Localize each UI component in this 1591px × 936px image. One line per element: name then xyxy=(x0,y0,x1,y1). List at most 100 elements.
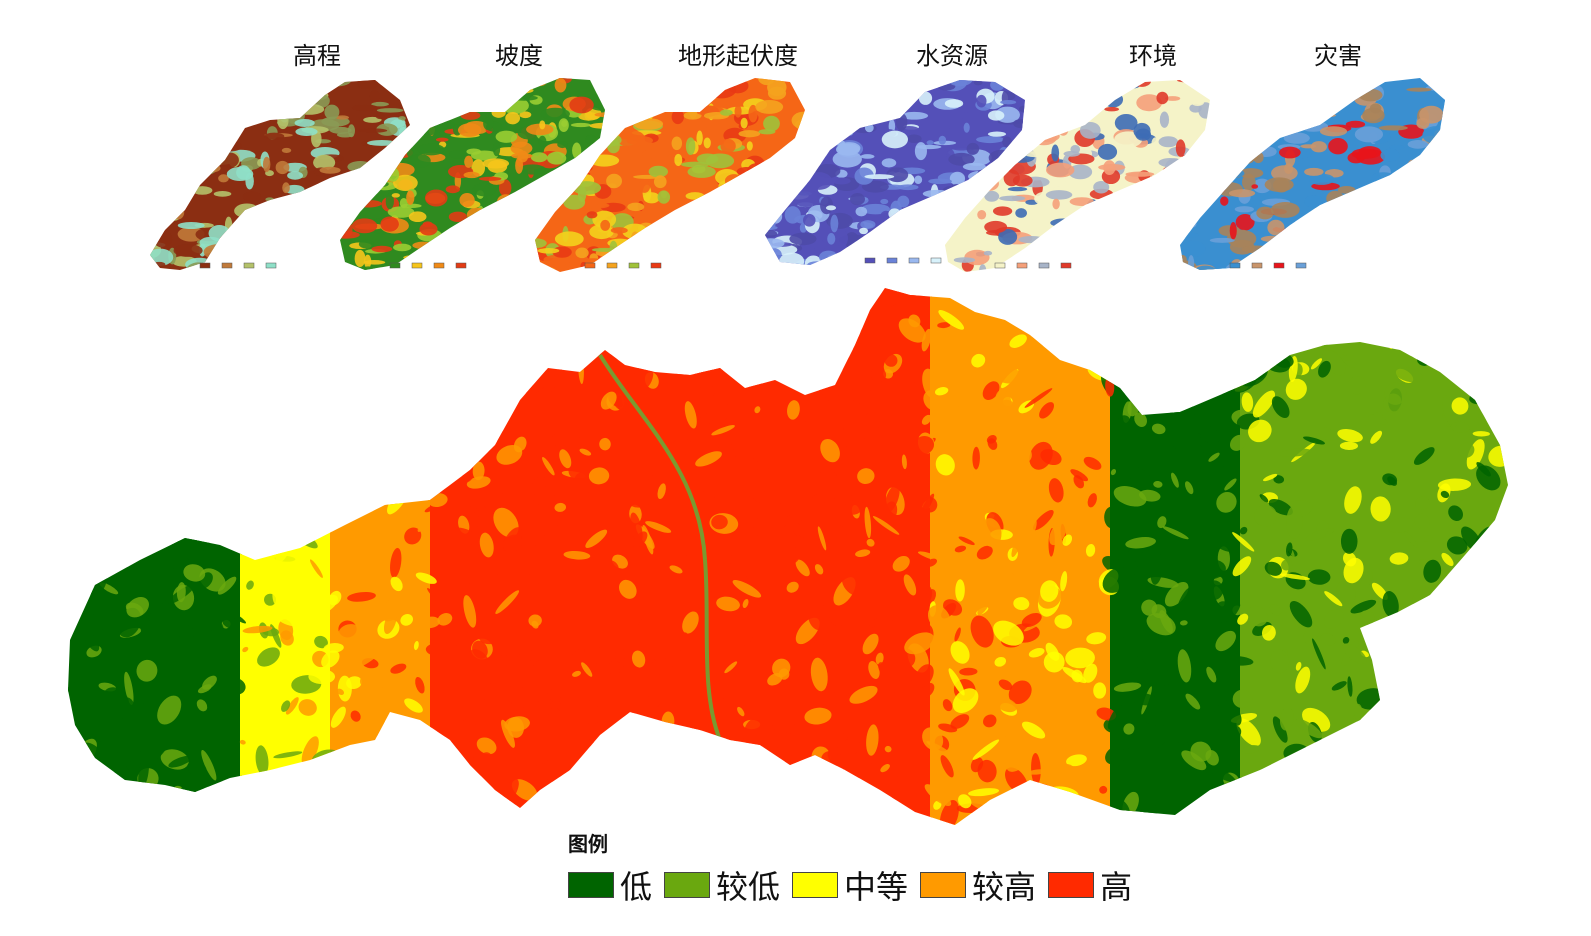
thumb-cluster xyxy=(1240,105,1262,113)
map-pixel-cluster xyxy=(257,647,280,667)
map-pixel-cluster xyxy=(903,574,917,596)
thumb-cluster xyxy=(733,251,741,259)
map-pixel-cluster xyxy=(1102,567,1131,593)
map-pixel-cluster xyxy=(199,347,213,374)
thumb-cluster xyxy=(679,210,709,216)
map-pixel-cluster xyxy=(1479,390,1485,403)
thumb-cluster xyxy=(1322,101,1335,106)
thumb-cluster xyxy=(1168,245,1182,255)
thumb-cluster xyxy=(695,121,712,128)
map-pixel-cluster xyxy=(401,393,418,409)
map-pixel-cluster xyxy=(124,671,134,706)
thumb-cluster xyxy=(538,135,547,148)
map-pixel-cluster xyxy=(532,700,552,719)
map-pixel-cluster xyxy=(462,693,490,704)
thumb-cluster xyxy=(517,234,527,249)
thumb-cluster xyxy=(643,192,660,204)
map-pixel-cluster xyxy=(857,468,875,484)
map-pixel-cluster xyxy=(750,794,763,808)
map-pixel-cluster xyxy=(820,438,840,463)
thumb-cluster xyxy=(563,194,586,210)
map-pixel-cluster xyxy=(233,456,251,474)
thumb-cluster xyxy=(1441,197,1445,215)
thumb-cluster xyxy=(1406,87,1432,92)
map-pixel-cluster xyxy=(68,402,83,410)
map-pixel-cluster xyxy=(1424,679,1436,701)
map-pixel-cluster xyxy=(791,588,816,617)
map-pixel-cluster xyxy=(869,617,881,628)
thumb-cluster xyxy=(998,229,1018,245)
thumb-cluster xyxy=(358,239,375,249)
thumb-cluster xyxy=(472,182,497,197)
thumb-cluster xyxy=(1280,267,1304,270)
map-pixel-cluster xyxy=(617,728,636,746)
map-pixel-cluster xyxy=(724,661,738,674)
map-pixel-cluster xyxy=(795,779,813,797)
map-pixel-cluster xyxy=(572,798,587,812)
thumb-cluster xyxy=(925,80,935,90)
thumb-cluster xyxy=(1401,184,1411,193)
thumb-cluster xyxy=(459,193,475,208)
thumb-cluster xyxy=(242,191,262,202)
map-pixel-cluster xyxy=(1262,624,1276,641)
thumb-cluster xyxy=(1132,80,1151,87)
thumb-cluster xyxy=(309,255,334,264)
map-pixel-cluster xyxy=(1292,782,1324,793)
map-pixel-cluster xyxy=(831,578,846,587)
map-pixel-cluster xyxy=(1305,528,1335,541)
thumb-cluster xyxy=(1162,228,1174,245)
thumb-cluster xyxy=(150,109,158,116)
thumb-cluster xyxy=(496,78,510,91)
thumb-cluster xyxy=(285,206,306,219)
thumb-cluster xyxy=(780,146,805,154)
map-pixel-cluster xyxy=(117,419,136,438)
map-pixel-cluster xyxy=(787,400,800,420)
map-pixel-cluster xyxy=(255,356,271,370)
map-pixel-cluster xyxy=(336,688,345,695)
map-pixel-cluster xyxy=(444,462,465,477)
map-pixel-cluster xyxy=(1390,715,1405,729)
thumb-cluster xyxy=(1327,205,1341,220)
thumb-cluster xyxy=(290,200,309,212)
thumb-cluster xyxy=(781,153,805,171)
thumb-cluster xyxy=(930,215,952,232)
thumb-cluster xyxy=(220,86,244,105)
map-pixel-cluster xyxy=(1286,505,1303,539)
thumb-cluster xyxy=(765,229,778,238)
thumb-cluster xyxy=(755,99,784,114)
thumb-cluster xyxy=(1418,229,1445,235)
map-pixel-cluster xyxy=(297,394,303,405)
map-pixel-cluster xyxy=(219,321,249,343)
map-pixel-cluster xyxy=(1117,370,1134,387)
map-pixel-cluster xyxy=(1116,546,1136,574)
map-pixel-cluster xyxy=(806,491,829,511)
map-pixel-cluster xyxy=(711,545,725,559)
thumb-cluster xyxy=(966,142,980,155)
thumb-cluster xyxy=(403,254,430,261)
map-pixel-cluster xyxy=(495,654,508,667)
thumb-cluster xyxy=(638,179,651,193)
map-pixel-cluster xyxy=(463,595,477,628)
map-pixel-cluster xyxy=(924,784,952,807)
thumb-cluster xyxy=(1433,136,1445,155)
map-pixel-cluster xyxy=(1180,620,1188,626)
map-pixel-cluster xyxy=(1269,604,1282,616)
thumb-cluster xyxy=(179,138,208,156)
thumb-cluster xyxy=(212,74,222,79)
thumb-cluster xyxy=(1156,186,1179,195)
thumb-cluster xyxy=(1051,144,1060,162)
map-pixel-cluster xyxy=(354,651,380,669)
map-pixel-cluster xyxy=(1064,763,1077,774)
map-pixel-cluster xyxy=(103,687,129,712)
map-pixel-cluster xyxy=(1215,601,1232,623)
map-pixel-cluster xyxy=(922,727,944,751)
thumb-cluster xyxy=(205,164,221,173)
map-pixel-cluster xyxy=(179,791,196,814)
map-pixel-cluster xyxy=(224,397,243,416)
map-pixel-cluster xyxy=(96,436,124,459)
thumb-cluster xyxy=(301,88,325,99)
map-pixel-cluster xyxy=(519,448,535,464)
thumb-cluster xyxy=(296,208,319,224)
map-pixel-cluster xyxy=(1270,649,1290,674)
map-pixel-cluster xyxy=(933,800,942,810)
